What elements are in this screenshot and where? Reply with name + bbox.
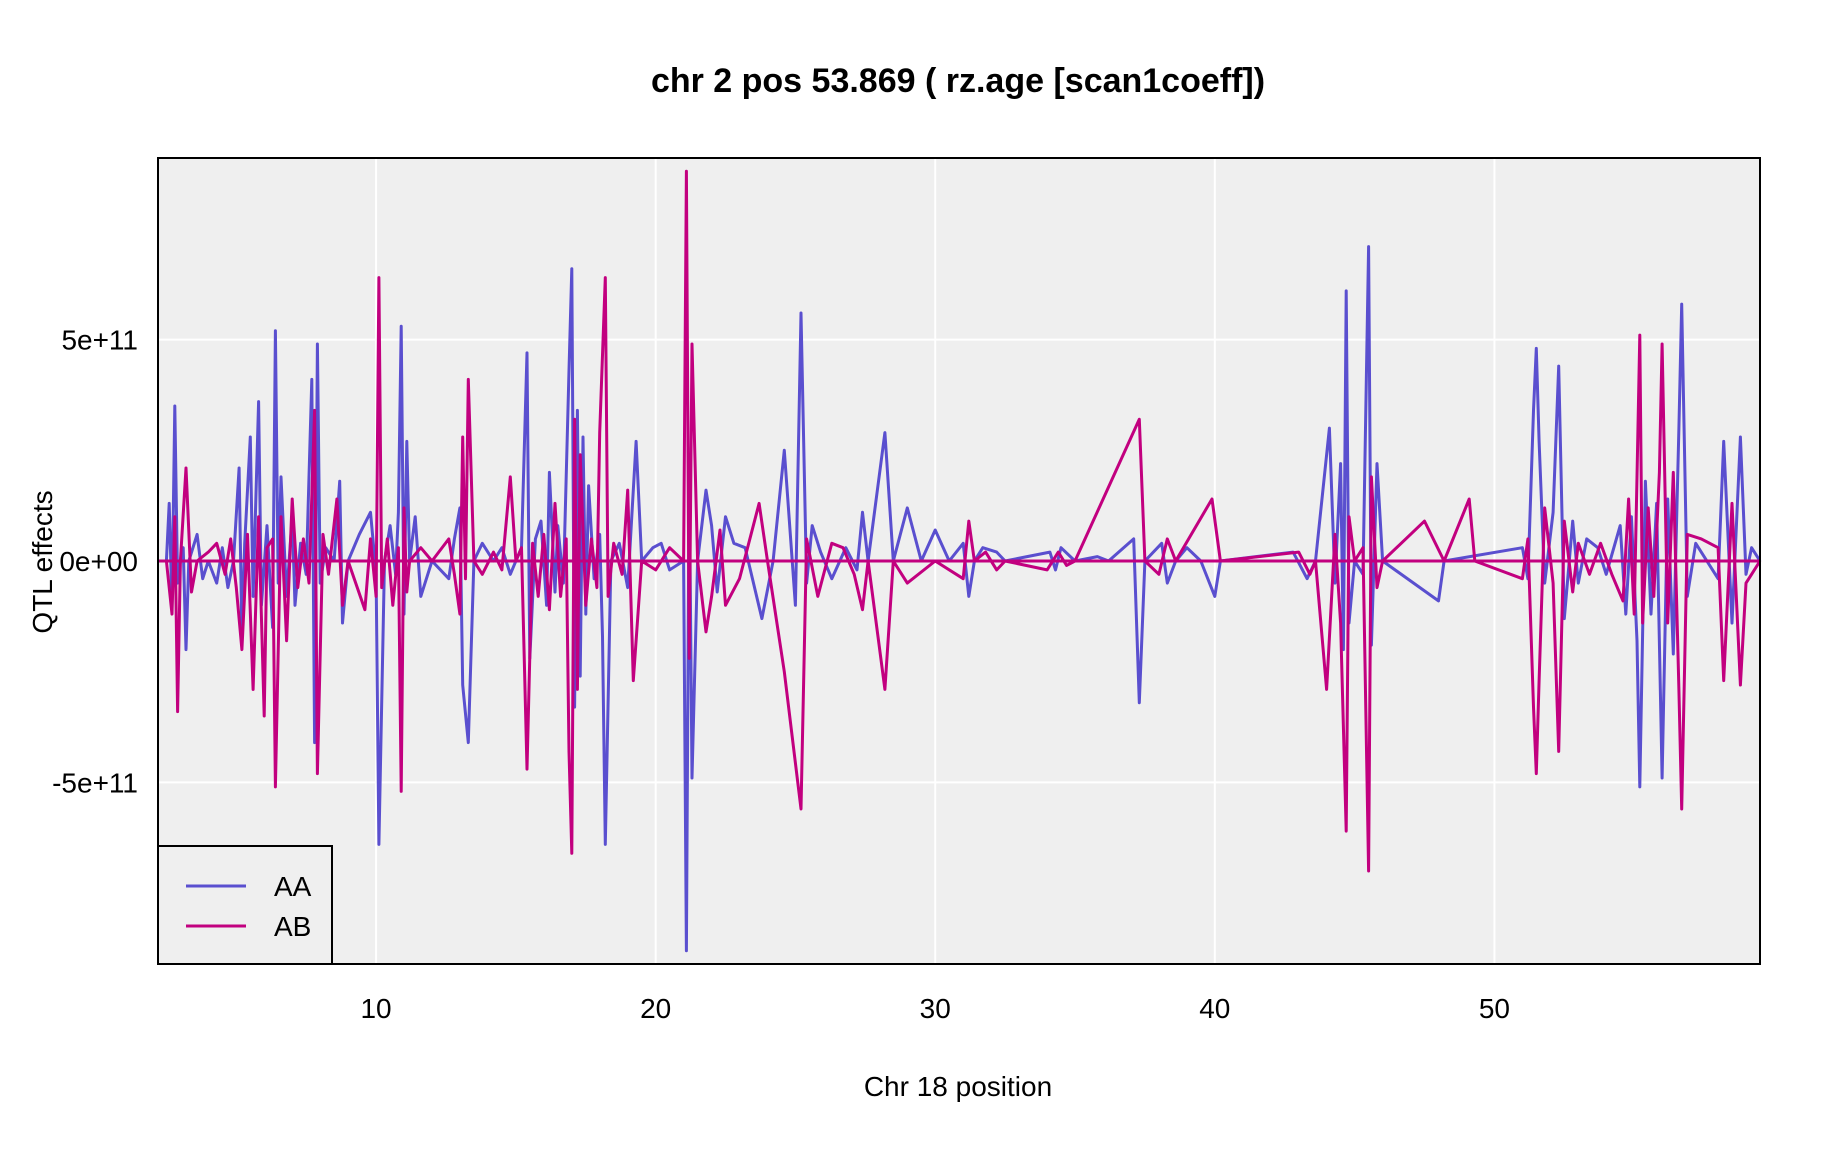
- chart-title: chr 2 pos 53.869 ( rz.age [scan1coeff]): [651, 62, 1265, 100]
- x-tick-label: 40: [1199, 993, 1230, 1024]
- x-axis-ticks: 10 20 30 40 50: [360, 993, 1509, 1024]
- y-axis-label: QTL effects: [27, 490, 58, 633]
- legend-label-aa: AA: [274, 871, 312, 902]
- x-tick-label: 30: [920, 993, 951, 1024]
- legend-box: [157, 845, 333, 965]
- legend: AA AB: [157, 845, 333, 965]
- series-layer: [158, 169, 1762, 953]
- series-line-ab: [164, 169, 1762, 873]
- x-tick-label: 50: [1479, 993, 1510, 1024]
- y-tick-label: -5e+11: [52, 767, 138, 798]
- x-tick-label: 10: [360, 993, 391, 1024]
- x-axis-label: Chr 18 position: [864, 1071, 1052, 1102]
- y-tick-label: 0e+00: [59, 546, 138, 577]
- x-tick-label: 20: [640, 993, 671, 1024]
- y-axis-ticks: 5e+11 0e+00 -5e+11: [52, 325, 138, 799]
- y-tick-label: 5e+11: [61, 325, 138, 356]
- plot-frame: [157, 157, 1761, 965]
- legend-label-ab: AB: [274, 911, 311, 942]
